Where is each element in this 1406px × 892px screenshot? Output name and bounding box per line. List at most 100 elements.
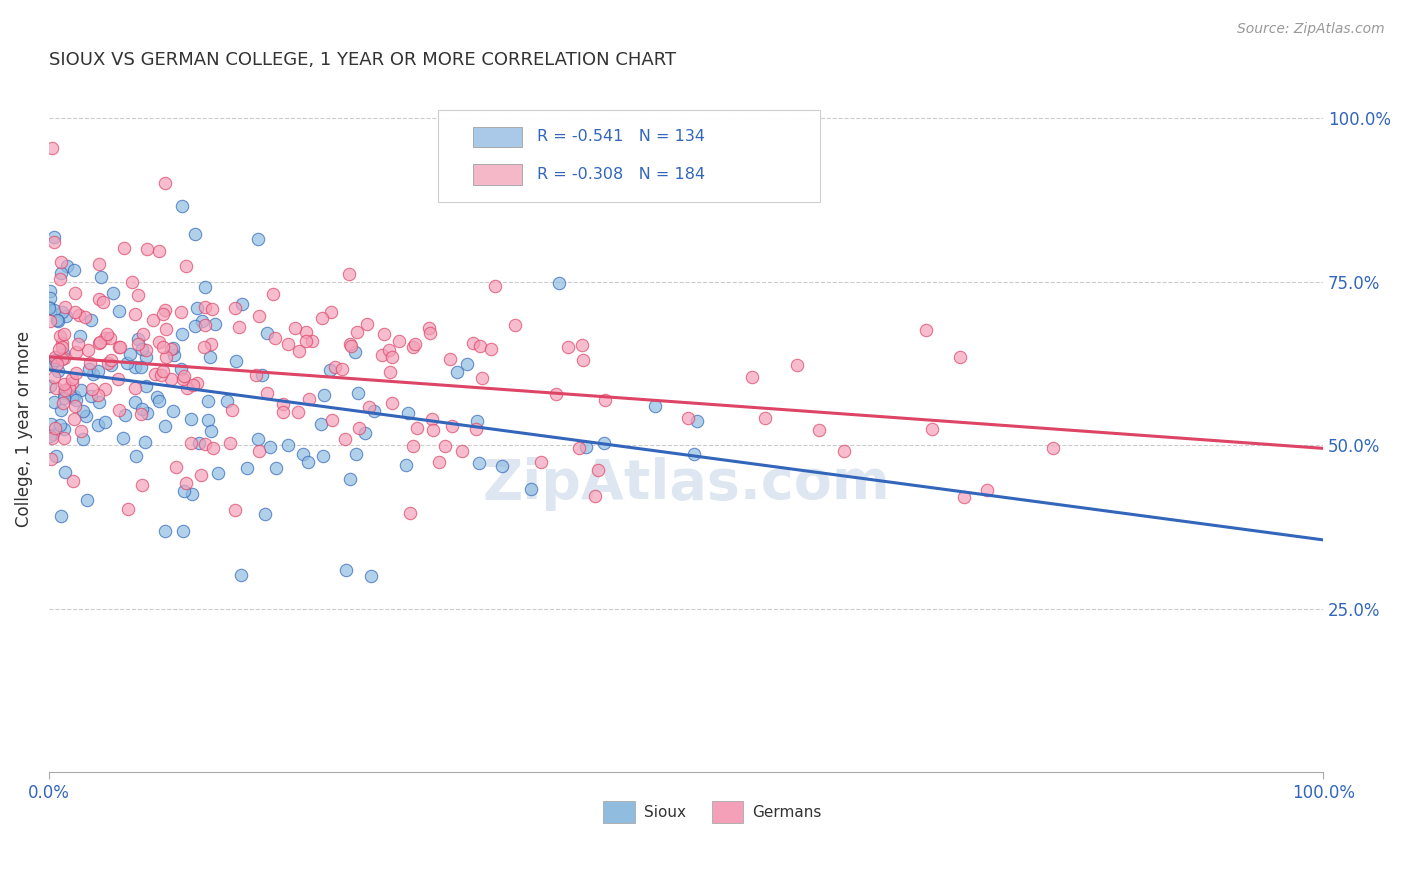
Point xyxy=(63,400,86,414)
Point xyxy=(319,363,342,377)
Point xyxy=(51,508,73,523)
Point xyxy=(433,439,456,453)
Point xyxy=(224,301,246,316)
Point xyxy=(194,318,217,333)
Point xyxy=(245,368,267,382)
Point xyxy=(221,402,243,417)
Point xyxy=(194,300,217,314)
Point xyxy=(194,280,217,294)
Point xyxy=(284,320,307,334)
Point xyxy=(200,337,222,351)
Point xyxy=(124,449,146,463)
Point xyxy=(339,473,361,487)
Point xyxy=(952,490,974,504)
Point xyxy=(87,292,110,306)
Point xyxy=(575,440,598,454)
Point xyxy=(53,300,76,314)
Point xyxy=(49,417,72,432)
Point xyxy=(520,483,543,497)
Point xyxy=(41,431,63,445)
Point xyxy=(174,476,197,491)
Point xyxy=(63,389,86,403)
Point xyxy=(87,417,110,432)
Point xyxy=(100,353,122,368)
Point xyxy=(170,305,193,319)
Point xyxy=(110,340,132,354)
Point xyxy=(112,241,135,255)
Point xyxy=(180,412,202,426)
Point xyxy=(63,304,86,318)
Point xyxy=(188,436,211,450)
Point xyxy=(89,334,111,349)
Point xyxy=(184,319,207,334)
Point xyxy=(148,244,170,258)
Point xyxy=(124,360,146,375)
Point xyxy=(87,336,110,351)
Point xyxy=(53,465,76,479)
Point xyxy=(135,343,157,357)
Point xyxy=(231,567,253,582)
Point xyxy=(70,424,93,438)
Point xyxy=(69,329,91,343)
Point xyxy=(264,460,287,475)
Point xyxy=(94,382,117,396)
Point xyxy=(80,382,103,396)
Point xyxy=(53,327,76,342)
Point xyxy=(225,354,247,368)
Point xyxy=(180,436,202,450)
Point xyxy=(135,351,157,365)
Point xyxy=(44,352,66,367)
Point xyxy=(52,351,75,365)
Point xyxy=(38,300,60,314)
Text: R = -0.308   N = 184: R = -0.308 N = 184 xyxy=(537,167,704,182)
Point xyxy=(298,392,321,407)
Point xyxy=(45,381,67,395)
Point xyxy=(287,405,309,419)
Point xyxy=(254,508,277,522)
Point xyxy=(200,350,222,364)
Point xyxy=(44,235,66,250)
Point xyxy=(422,423,444,437)
Point xyxy=(294,334,316,348)
Point xyxy=(252,368,274,382)
Point xyxy=(152,340,174,354)
Point xyxy=(82,367,104,381)
Point xyxy=(44,350,66,364)
Point xyxy=(297,455,319,469)
Point xyxy=(170,199,193,213)
Point xyxy=(72,432,94,446)
Point xyxy=(49,272,72,286)
Point xyxy=(685,414,707,428)
Point xyxy=(53,383,76,397)
Point xyxy=(135,379,157,393)
Point xyxy=(201,442,224,456)
Point xyxy=(321,412,343,426)
Point xyxy=(65,367,87,381)
Point xyxy=(44,395,66,409)
Point xyxy=(44,230,66,244)
Point xyxy=(330,361,353,376)
Point xyxy=(146,390,169,404)
Point xyxy=(49,403,72,417)
Point xyxy=(67,308,90,322)
Point xyxy=(479,342,502,356)
Point xyxy=(583,489,606,503)
Point xyxy=(60,390,83,404)
Point xyxy=(121,276,143,290)
Point xyxy=(89,270,111,285)
Point xyxy=(62,475,84,489)
Point xyxy=(49,266,72,280)
Point xyxy=(132,327,155,342)
Point xyxy=(451,443,474,458)
Point xyxy=(357,401,380,415)
Point xyxy=(134,434,156,449)
Point xyxy=(39,452,62,467)
Point xyxy=(72,404,94,418)
Point xyxy=(404,336,426,351)
Point xyxy=(98,331,121,345)
Point xyxy=(129,407,152,421)
Point xyxy=(136,406,159,420)
Point xyxy=(45,313,67,327)
Point xyxy=(69,383,91,397)
Point xyxy=(142,313,165,327)
